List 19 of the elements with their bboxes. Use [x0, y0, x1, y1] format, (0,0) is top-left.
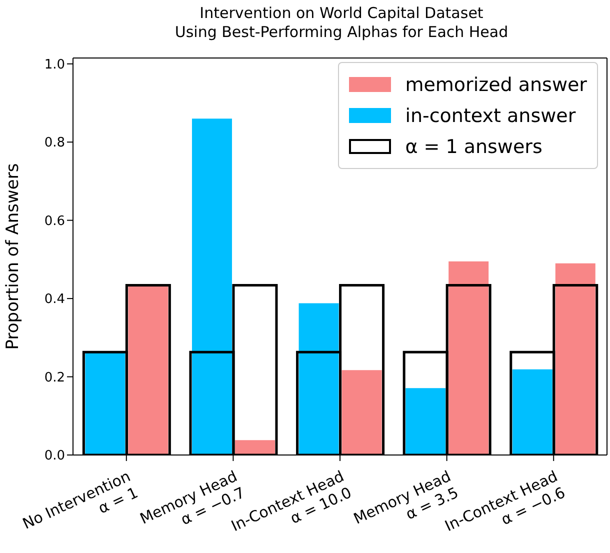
y-tick-label: 0.2 — [44, 370, 65, 386]
y-tick-label: 0.6 — [44, 214, 65, 229]
bar — [192, 118, 232, 455]
legend-label: α = 1 answers — [405, 136, 542, 158]
bar — [512, 369, 552, 455]
chart-title: Intervention on World Capital Dataset Using Best-Performing Alphas for Each Head — [174, 4, 510, 42]
legend-label: in-context answer — [405, 104, 576, 126]
bar — [298, 303, 339, 455]
y-tick-label: 1.0 — [44, 57, 65, 72]
y-axis-title: Proportion of Answers — [3, 163, 24, 350]
bar — [555, 263, 596, 455]
bar — [234, 440, 275, 455]
legend-label: memorized answer — [405, 74, 587, 96]
bar — [406, 388, 446, 455]
bar — [342, 370, 382, 455]
y-tick-label: 0.4 — [44, 292, 65, 308]
y-tick-label: 0.0 — [44, 448, 65, 464]
bar — [448, 261, 489, 455]
y-tick-label: 0.8 — [44, 136, 65, 151]
